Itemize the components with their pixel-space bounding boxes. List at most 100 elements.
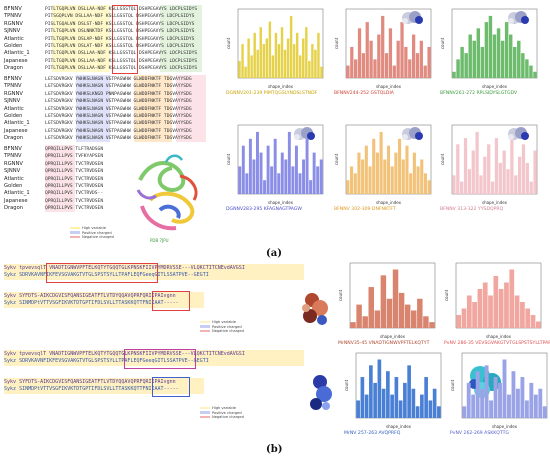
histogram-bar <box>356 304 362 328</box>
histogram-bar <box>250 55 253 78</box>
histogram-bar <box>460 181 464 194</box>
histogram-bar <box>467 169 472 194</box>
sequence-line: QPRQILLPVS TVCTRVDSEN <box>45 184 104 190</box>
histogram-svg: count shape_index <box>344 352 442 429</box>
seq-names-block-2: BFNNV TPNNV RGNNV SJNNV Atlantic Golden Atlant… <box>4 76 44 143</box>
histogram-bar <box>319 159 323 194</box>
histogram-svg: count shape_index <box>338 262 436 339</box>
histogram-bar <box>247 38 250 78</box>
histogram-bar <box>471 150 475 194</box>
highlight-band <box>4 264 304 280</box>
molecule-inset-image <box>400 126 426 146</box>
histogram-bar <box>320 66 323 78</box>
histogram-bar <box>480 388 485 418</box>
legend-swatch-yellow <box>70 226 80 230</box>
histogram-bar <box>515 388 520 418</box>
histogram-bar <box>262 44 266 78</box>
panel-label-a: (a) <box>266 248 282 259</box>
histogram-bar <box>480 46 485 78</box>
histogram-bar <box>375 152 379 194</box>
histogram-bar <box>277 44 281 78</box>
histogram-bar <box>361 53 366 78</box>
histogram-bar <box>349 166 354 194</box>
histogram-bar <box>268 21 272 78</box>
histogram-bar <box>466 295 472 328</box>
highlight-band <box>4 378 204 394</box>
histogram-bar <box>437 406 441 418</box>
histogram-bar <box>498 162 502 194</box>
legend-label: High variable <box>212 406 236 410</box>
histogram-caption: DGNNV283-295 KFAGNAGTPAGW <box>226 207 302 212</box>
histogram-bar <box>346 65 350 78</box>
sequence-name: SJNNV <box>4 98 21 105</box>
plot-frame <box>349 262 436 329</box>
sequence-line: LGTSDVRGKV YWHKSLKNGD PNNPAGWHW GLWDDFNK… <box>45 91 192 97</box>
histogram-bar <box>517 156 522 194</box>
histogram-bar <box>533 394 538 418</box>
row-prefix: Sykz <box>4 300 17 306</box>
histogram-bar <box>369 365 373 418</box>
histogram-bar <box>248 138 252 194</box>
histogram-bar <box>429 322 435 328</box>
histogram-bar <box>513 46 517 78</box>
sequence-name: Golden <box>4 183 23 190</box>
histogram-bar <box>423 173 428 194</box>
histogram-bar <box>487 144 491 194</box>
align2-line2-bot: Sykz SINMDPtVTTVSGFIKVKTDTGPTIFDLSVLLTTA… <box>4 386 179 393</box>
histogram-bar <box>493 276 499 328</box>
molecule-atom <box>402 134 408 140</box>
histogram-bar <box>419 40 423 78</box>
histogram-bar <box>468 34 472 78</box>
histogram-svg: count shape_index <box>226 124 324 205</box>
histogram-caption: MrNV 257-263 AVQPRFQ <box>344 431 401 436</box>
histogram-bar <box>256 49 259 78</box>
histogram-bar <box>292 44 296 78</box>
align1-line2-top: Sykv SYFDTS-AIKCDGVISFQANSIGEATFTLVTDYQQ… <box>4 293 176 300</box>
histogram-bar <box>294 145 298 194</box>
histogram-bar <box>245 173 249 194</box>
plot-frame <box>451 124 538 195</box>
sequence-name: Dragon <box>4 65 24 72</box>
sequence-name: Atlantic <box>4 105 24 112</box>
histogram-bar <box>521 53 525 78</box>
histogram-bar <box>456 59 460 78</box>
histogram-bar <box>386 145 391 194</box>
legend-swatch-red <box>70 235 80 239</box>
histogram-bar <box>428 400 433 418</box>
histogram-bar <box>394 377 399 418</box>
histogram-bar <box>386 371 390 418</box>
histogram-bar <box>289 15 293 78</box>
histogram-bar <box>284 159 288 194</box>
histogram-bar <box>379 131 383 194</box>
histogram-bar <box>266 145 270 194</box>
y-axis-label: count <box>338 289 343 301</box>
x-axis-label: shape_index <box>386 424 412 429</box>
sequence-line: LGTSDVRGKV YWHKSLNAGN VGTPAGWHW GLWDDFNK… <box>45 77 192 82</box>
histogram-caption: BFNNV 302-309 DNFNKTFT <box>334 207 396 212</box>
histogram-bar <box>504 22 509 78</box>
histogram-bar <box>364 145 368 194</box>
sequence-name: Golden <box>4 113 23 120</box>
legend-label: Negative charged <box>82 235 114 240</box>
histogram-bar <box>424 377 428 418</box>
histogram-bar <box>369 40 373 78</box>
histogram-bar <box>398 138 402 194</box>
histogram-bar <box>525 59 529 78</box>
histogram-bar <box>524 400 529 418</box>
legend-label: Negative charged <box>212 329 244 334</box>
histogram-bar <box>405 145 409 194</box>
legend-swatch-blue <box>70 231 80 234</box>
x-axis-label: shape_index <box>486 334 512 339</box>
sequence-line: LGTSDVRGKV YWHKSLNAGN VGTPAGWHW GLWDDFNK… <box>45 106 192 112</box>
histogram-bar <box>529 382 534 418</box>
histogram-bar <box>504 282 509 328</box>
histogram-bar <box>404 46 408 78</box>
sequence-name: TPNNV <box>4 83 22 90</box>
histogram-bar <box>400 22 404 78</box>
histogram-bar <box>368 166 372 194</box>
histogram-bar <box>392 269 399 328</box>
histogram-bar <box>476 28 481 78</box>
seq-block-3: QPRQILLPVS TLFTRADSGN QPRQILLPVS TVFKYAPS… <box>45 146 103 213</box>
legend-label: Positive charged <box>212 324 242 329</box>
histogram-chart: count shape_index <box>440 122 540 210</box>
